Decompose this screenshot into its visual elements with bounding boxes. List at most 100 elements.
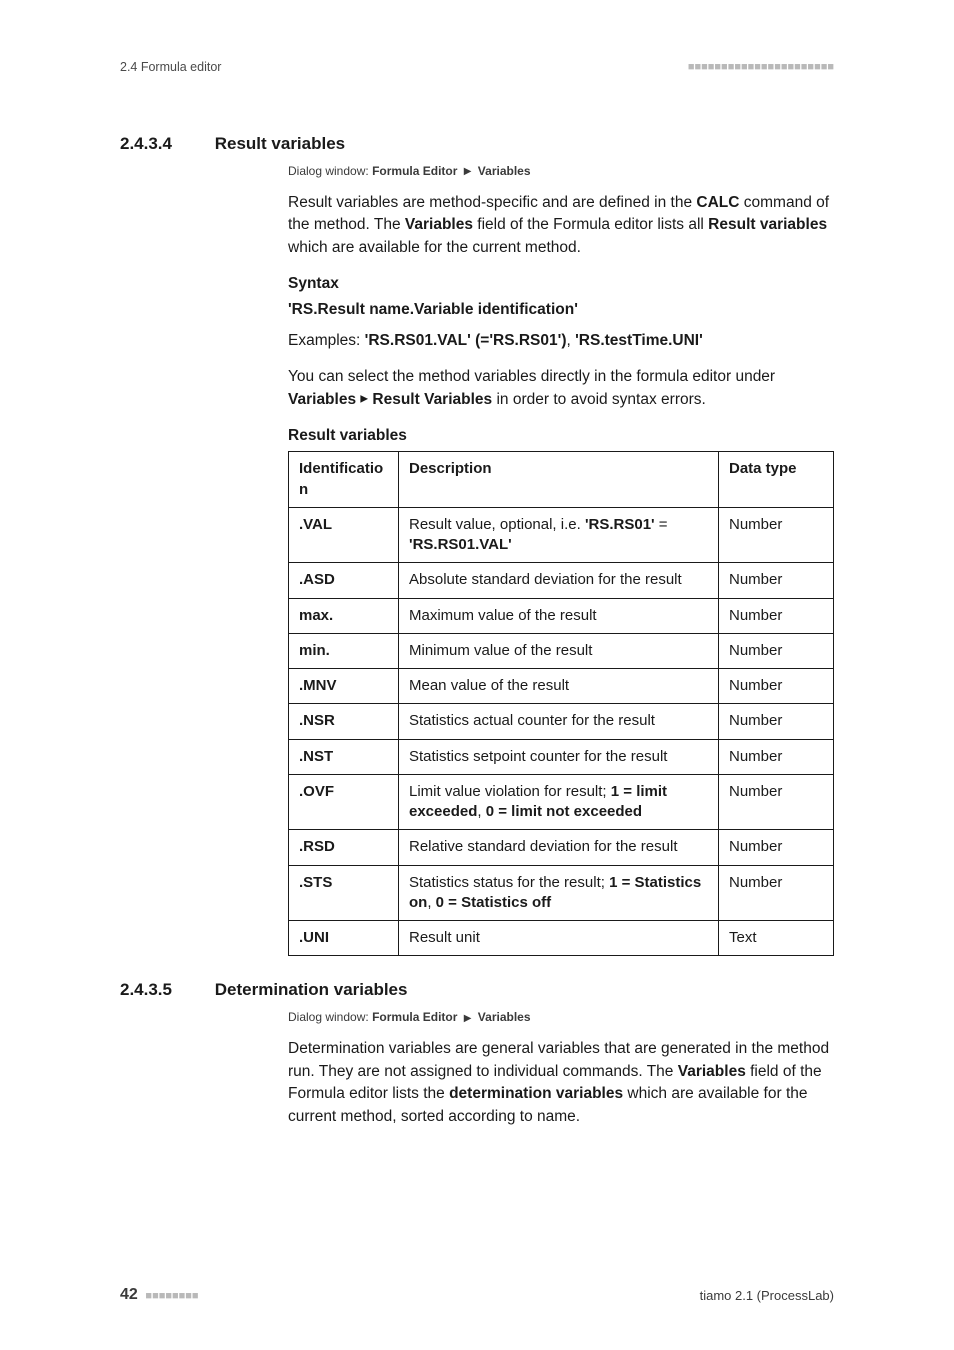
text-bold: Variables xyxy=(405,216,473,233)
breadcrumb-separator-icon: ▶ xyxy=(464,1013,472,1024)
page-footer: 42 ■■■■■■■■ tiamo 2.1 (ProcessLab) xyxy=(120,1286,834,1304)
cell-id: .MNV xyxy=(289,669,399,704)
text: in order to avoid syntax errors. xyxy=(492,391,706,408)
table-row: .STSStatistics status for the result; 1 … xyxy=(289,865,834,921)
dialog-prefix: Dialog window: xyxy=(288,1010,369,1024)
col-id: Identification xyxy=(289,452,399,508)
cell-desc: Mean value of the result xyxy=(399,669,719,704)
section-title: Determination variables xyxy=(215,980,408,999)
section-body-result-variables: Dialog window: Formula Editor ▶ Variable… xyxy=(288,164,834,956)
table-row: .VALResult value, optional, i.e. 'RS.RS0… xyxy=(289,507,834,563)
cell-id: .STS xyxy=(289,865,399,921)
dialog-prefix: Dialog window: xyxy=(288,164,369,178)
table-row: .OVFLimit value violation for result; 1 … xyxy=(289,774,834,830)
cell-id: max. xyxy=(289,598,399,633)
cell-type: Number xyxy=(719,633,834,668)
dialog-path-b: Variables xyxy=(478,164,531,178)
cell-id: .NSR xyxy=(289,704,399,739)
table-row: .NSTStatistics setpoint counter for the … xyxy=(289,739,834,774)
cell-desc: Relative standard deviation for the resu… xyxy=(399,830,719,865)
breadcrumb-separator-icon: ▶ xyxy=(360,393,368,404)
cell-id: .VAL xyxy=(289,507,399,563)
text: , xyxy=(566,332,575,349)
section-title: Result variables xyxy=(215,134,345,153)
dialog-path-a: Formula Editor xyxy=(372,1010,457,1024)
cell-type: Number xyxy=(719,865,834,921)
table-heading: Result variables xyxy=(288,427,834,445)
cell-id: .NST xyxy=(289,739,399,774)
text-bold: determination variables xyxy=(449,1085,623,1102)
header-left: 2.4 Formula editor xyxy=(120,60,221,74)
header-squares: ■■■■■■■■■■■■■■■■■■■■■■ xyxy=(688,61,834,73)
table-row: max.Maximum value of the resultNumber xyxy=(289,598,834,633)
text: Examples: xyxy=(288,332,365,349)
result-variables-table: Identification Description Data type .VA… xyxy=(288,451,834,956)
dialog-path-b: Variables xyxy=(478,1010,531,1024)
cell-id: .UNI xyxy=(289,921,399,956)
cell-desc: Result value, optional, i.e. 'RS.RS01' =… xyxy=(399,507,719,563)
cell-desc: Statistics setpoint counter for the resu… xyxy=(399,739,719,774)
cell-type: Number xyxy=(719,598,834,633)
cell-desc: Minimum value of the result xyxy=(399,633,719,668)
cell-type: Text xyxy=(719,921,834,956)
cell-id: min. xyxy=(289,633,399,668)
running-header: 2.4 Formula editor ■■■■■■■■■■■■■■■■■■■■■… xyxy=(120,60,834,74)
col-type: Data type xyxy=(719,452,834,508)
section-heading-result-variables: 2.4.3.4 Result variables xyxy=(120,134,834,154)
cell-type: Number xyxy=(719,563,834,598)
text-bold: 'RS.RS01.VAL' (='RS.RS01') xyxy=(365,332,567,349)
text-bold: Result variables xyxy=(708,216,827,233)
table-row: .RSDRelative standard deviation for the … xyxy=(289,830,834,865)
cell-id: .OVF xyxy=(289,774,399,830)
page-number: 42 xyxy=(120,1286,138,1303)
text-bold: 'RS.testTime.UNI' xyxy=(575,332,703,349)
cell-desc: Statistics status for the result; 1 = St… xyxy=(399,865,719,921)
cell-desc: Result unit xyxy=(399,921,719,956)
section-heading-determination-variables: 2.4.3.5 Determination variables xyxy=(120,980,834,1000)
text-bold: CALC xyxy=(696,194,739,211)
cell-desc: Maximum value of the result xyxy=(399,598,719,633)
table-row: .MNVMean value of the resultNumber xyxy=(289,669,834,704)
cell-id: .ASD xyxy=(289,563,399,598)
cell-type: Number xyxy=(719,830,834,865)
intro-paragraph: Determination variables are general vari… xyxy=(288,1038,834,1128)
page: 2.4 Formula editor ■■■■■■■■■■■■■■■■■■■■■… xyxy=(0,0,954,1350)
text: which are available for the current meth… xyxy=(288,239,581,256)
section-number: 2.4.3.5 xyxy=(120,980,210,1000)
dialog-window-line: Dialog window: Formula Editor ▶ Variable… xyxy=(288,164,834,178)
cell-type: Number xyxy=(719,669,834,704)
dialog-path-a: Formula Editor xyxy=(372,164,457,178)
text: Result variables are method-specific and… xyxy=(288,194,696,211)
footer-squares: ■■■■■■■■ xyxy=(145,1290,198,1302)
text-bold: Result Variables xyxy=(372,391,492,408)
breadcrumb-separator-icon: ▶ xyxy=(464,166,472,177)
cell-type: Number xyxy=(719,739,834,774)
dialog-window-line: Dialog window: Formula Editor ▶ Variable… xyxy=(288,1010,834,1024)
syntax-heading: Syntax xyxy=(288,275,834,293)
table-row: .UNIResult unitText xyxy=(289,921,834,956)
text-bold: Variables xyxy=(678,1063,746,1080)
table-row: .ASDAbsolute standard deviation for the … xyxy=(289,563,834,598)
cell-type: Number xyxy=(719,507,834,563)
text-bold: Variables xyxy=(288,391,356,408)
examples-line: Examples: 'RS.RS01.VAL' (='RS.RS01'), 'R… xyxy=(288,330,834,352)
cell-id: .RSD xyxy=(289,830,399,865)
section-body-determination-variables: Dialog window: Formula Editor ▶ Variable… xyxy=(288,1010,834,1128)
table-header-row: Identification Description Data type xyxy=(289,452,834,508)
hint-paragraph: You can select the method variables dire… xyxy=(288,366,834,411)
col-desc: Description xyxy=(399,452,719,508)
cell-desc: Limit value violation for result; 1 = li… xyxy=(399,774,719,830)
table-row: .NSRStatistics actual counter for the re… xyxy=(289,704,834,739)
text: You can select the method variables dire… xyxy=(288,368,775,385)
cell-desc: Absolute standard deviation for the resu… xyxy=(399,563,719,598)
footer-right: tiamo 2.1 (ProcessLab) xyxy=(700,1288,834,1303)
cell-type: Number xyxy=(719,774,834,830)
syntax-line: 'RS.Result name.Variable identification' xyxy=(288,299,834,321)
section-number: 2.4.3.4 xyxy=(120,134,210,154)
text: field of the Formula editor lists all xyxy=(473,216,708,233)
cell-type: Number xyxy=(719,704,834,739)
table-row: min.Minimum value of the resultNumber xyxy=(289,633,834,668)
cell-desc: Statistics actual counter for the result xyxy=(399,704,719,739)
intro-paragraph: Result variables are method-specific and… xyxy=(288,192,834,259)
footer-left: 42 ■■■■■■■■ xyxy=(120,1286,199,1304)
